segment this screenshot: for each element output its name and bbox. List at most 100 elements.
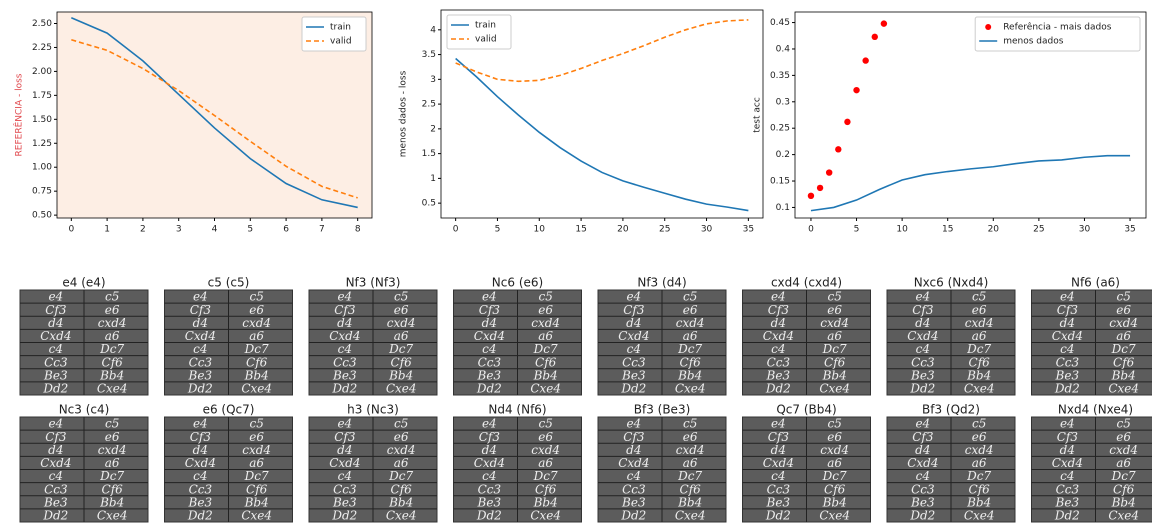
x-tick-label: 10 <box>896 225 908 235</box>
point <box>853 87 859 93</box>
y-tick-label: 0.4 <box>776 44 791 54</box>
image-title: h3 (Nc3) <box>347 403 399 417</box>
handwritten-move: a6 <box>394 456 409 470</box>
handwritten-move: c5 <box>105 290 119 304</box>
handwritten-move: c5 <box>249 417 263 431</box>
handwritten-move: a6 <box>1116 329 1131 343</box>
handwritten-move: Dd2 <box>42 509 68 523</box>
x-tick-label: 25 <box>1033 225 1044 235</box>
handwritten-move: Dd2 <box>187 509 213 523</box>
handwritten-move: Cxe4 <box>97 509 128 523</box>
handwritten-move: Dd2 <box>331 382 357 396</box>
handwritten-move: cxd4 <box>820 443 849 457</box>
handwritten-move: c4 <box>193 469 207 483</box>
handwritten-move: Cxe4 <box>241 509 272 523</box>
handwritten-move: Dc7 <box>388 342 413 356</box>
handwritten-move: Cf3 <box>912 430 934 444</box>
handwritten-move: Dc7 <box>99 469 124 483</box>
handwritten-move: Cc3 <box>911 355 935 369</box>
handwritten-move: Cf3 <box>479 303 501 317</box>
x-tick-label: 0 <box>453 225 459 235</box>
handwritten-move: cxd4 <box>676 443 705 457</box>
handwritten-move: a6 <box>972 456 987 470</box>
handwritten-move: e6 <box>394 303 409 317</box>
handwritten-move: e6 <box>972 430 987 444</box>
handwritten-move: Dc7 <box>1111 469 1136 483</box>
handwritten-move: Bb4 <box>244 368 269 382</box>
point <box>862 57 868 63</box>
point <box>808 193 814 199</box>
handwritten-move: Cxd4 <box>185 329 216 343</box>
handwritten-move: d4 <box>337 443 352 457</box>
handwritten-move: Cxd4 <box>474 329 505 343</box>
handwritten-move: Dd2 <box>909 382 935 396</box>
handwritten-move: Be3 <box>188 368 213 382</box>
handwritten-move: Cf6 <box>1113 482 1135 496</box>
handwritten-move: c5 <box>827 417 841 431</box>
handwritten-move: Cxd4 <box>763 329 794 343</box>
image-title: Bf3 (Be3) <box>634 403 691 417</box>
handwritten-move: Cxd4 <box>329 456 360 470</box>
handwritten-move: Dc7 <box>822 469 847 483</box>
handwritten-move: Cf6 <box>969 355 991 369</box>
handwritten-move: a6 <box>538 329 553 343</box>
handwritten-move: Cc3 <box>1056 355 1080 369</box>
x-tick-label: 8 <box>355 225 361 235</box>
handwritten-move: e6 <box>538 430 553 444</box>
image-title: Nd4 (Nf6) <box>488 403 546 417</box>
handwritten-move: d4 <box>1060 443 1075 457</box>
handwritten-move: d4 <box>193 443 208 457</box>
handwritten-move: Cxe4 <box>530 509 561 523</box>
handwritten-move: d4 <box>337 316 352 330</box>
point <box>844 119 850 125</box>
handwritten-move: c4 <box>916 342 930 356</box>
handwritten-move: Bb4 <box>1111 368 1136 382</box>
handwritten-move: e4 <box>915 290 930 304</box>
handwritten-move: Cxe4 <box>1108 509 1139 523</box>
handwritten-move: Cf6 <box>391 355 413 369</box>
handwritten-move: Cxd4 <box>40 456 71 470</box>
handwritten-move: Be3 <box>910 495 935 509</box>
handwritten-move: c5 <box>683 417 697 431</box>
handwritten-move: Cf3 <box>623 430 645 444</box>
handwritten-move: Cf6 <box>246 355 268 369</box>
handwritten-move: Cxe4 <box>386 382 417 396</box>
handwritten-move: Dc7 <box>966 342 991 356</box>
handwritten-move: Cxe4 <box>819 382 850 396</box>
handwritten-move: Cf3 <box>190 430 212 444</box>
y-tick-label: 1.75 <box>32 91 52 101</box>
y-tick-label: 3 <box>430 75 436 85</box>
x-tick-label: 4 <box>212 225 218 235</box>
handwritten-move: c5 <box>1116 290 1130 304</box>
point <box>826 169 832 175</box>
image-title: Qc7 (Bb4) <box>776 403 836 417</box>
handwritten-move: e6 <box>249 430 264 444</box>
y-tick-label: 0.15 <box>770 177 790 187</box>
handwritten-move: Cf6 <box>535 482 557 496</box>
handwritten-move: Cxd4 <box>185 456 216 470</box>
handwritten-move: Dc7 <box>822 342 847 356</box>
image-title: Nf3 (d4) <box>637 276 686 290</box>
handwritten-move: d4 <box>626 316 641 330</box>
handwritten-move: d4 <box>48 316 63 330</box>
handwritten-move: c4 <box>49 469 63 483</box>
handwritten-move: Dd2 <box>476 509 502 523</box>
y-axis-label: test acc <box>753 97 763 133</box>
y-tick-label: 0.35 <box>770 71 790 81</box>
handwritten-move: Cxe4 <box>675 382 706 396</box>
handwritten-move: cxd4 <box>531 443 560 457</box>
handwritten-move: Be3 <box>332 495 357 509</box>
handwritten-move: Cf6 <box>969 482 991 496</box>
handwritten-move: d4 <box>915 316 930 330</box>
y-tick-label: 2 <box>430 124 436 134</box>
handwritten-move: Dd2 <box>42 382 68 396</box>
handwritten-move: c4 <box>627 469 641 483</box>
handwritten-move: e4 <box>193 290 208 304</box>
handwritten-move: cxd4 <box>965 443 994 457</box>
handwritten-move: e4 <box>482 290 497 304</box>
y-tick-label: 3.5 <box>422 50 436 60</box>
